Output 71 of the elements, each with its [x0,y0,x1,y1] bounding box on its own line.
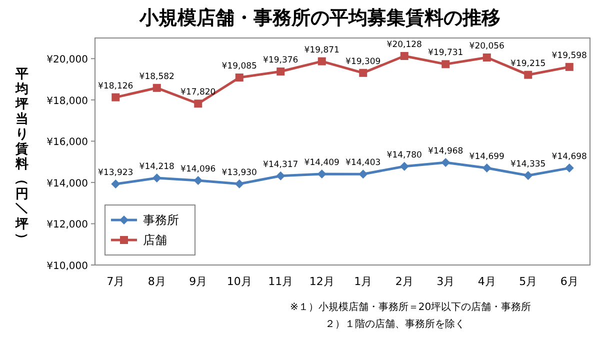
point [524,70,532,79]
x-tick-label: 5月 [519,275,538,288]
point [482,53,491,62]
point [111,180,120,189]
point [112,93,120,102]
point [152,173,162,182]
point [359,68,368,77]
data-label: ¥19,376 [263,56,298,66]
data-label: ¥20,056 [469,41,504,52]
point [442,60,450,68]
point [234,179,244,188]
text: 平均坪当り賃料（円／坪） [14,67,29,246]
x-tick-label: 7月 [106,275,125,288]
point [400,162,409,171]
data-label: ¥14,968 [428,146,464,156]
data-label: ¥14,409 [304,158,340,168]
x-tick-label: 8月 [148,275,166,288]
data-label: ¥19,309 [346,56,381,67]
data-label: ¥14,780 [386,150,422,160]
point [400,52,408,60]
data-label: ¥19,215 [510,58,546,69]
data-label: ¥17,820 [180,88,216,98]
point [524,171,533,180]
point [318,57,326,66]
y-tick-label: ¥10,000 [46,261,88,272]
data-label: ¥14,317 [263,160,298,170]
x-tick-label: 11月 [268,275,294,288]
point [194,100,202,108]
point [482,164,492,173]
point [565,62,574,71]
x-tick-label: 4月 [478,275,496,288]
data-label: ¥14,218 [139,162,174,172]
data-label: ¥14,403 [346,158,381,168]
data-label: ¥19,871 [304,45,340,56]
data-label: ¥18,582 [139,72,174,82]
data-label: ¥14,335 [510,160,546,170]
data-label: ¥20,128 [386,40,422,50]
chart-title: 小規模店舗・事務所の平均募集賃料の推移 [138,7,500,29]
data-label: ¥13,923 [98,168,134,178]
data-label: ¥14,096 [180,164,216,174]
y-tick-label: ¥14,000 [46,178,88,190]
data-label: ¥13,930 [222,168,257,178]
data-label: ¥19,598 [552,50,587,61]
y-tick-label: ¥20,000 [46,54,88,66]
x-tick-label: 10月 [226,275,252,288]
y-tick-label: ¥18,000 [46,96,88,107]
x-tick-label: 9月 [189,275,208,288]
point [564,164,574,173]
point [276,171,286,180]
data-label: ¥14,699 [469,152,504,162]
point [235,74,244,82]
point [152,84,161,92]
x-tick-label: 3月 [436,275,455,288]
point [358,170,368,179]
data-label: ¥18,126 [98,81,134,92]
text: ２）１階の店舗、事務所を除く [325,318,465,330]
point [276,68,285,76]
data-label: ¥14,698 [552,152,587,162]
point [194,176,203,185]
x-tick-label: 1月 [354,275,372,288]
text: ※１）小規模店舗・事務所＝20坪以下の店舗・事務所 [290,301,532,313]
x-tick-label: 6月 [560,275,578,288]
data-label: ¥19,085 [222,62,257,72]
data-label: ¥19,731 [428,48,464,58]
y-tick-label: ¥12,000 [46,220,88,231]
legend-label: 店舗 [143,233,167,247]
x-tick-label: 12月 [309,275,334,288]
y-tick-label: ¥16,000 [46,137,88,148]
legend-label: 事務所 [143,213,179,227]
x-tick-label: 2月 [395,275,414,288]
point [441,158,450,167]
